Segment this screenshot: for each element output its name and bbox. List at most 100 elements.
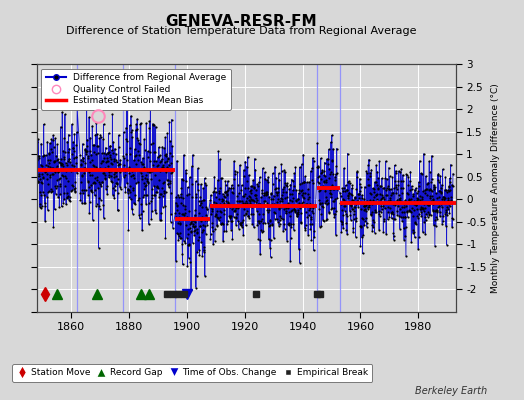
Point	[390, 162, 399, 169]
Point	[384, 208, 392, 215]
Point	[267, 190, 276, 196]
Point	[356, 223, 364, 230]
Point	[416, 170, 424, 177]
Point	[144, 180, 152, 186]
Point	[177, 194, 185, 200]
Point	[229, 204, 237, 210]
Point	[99, 202, 107, 208]
Point	[231, 168, 239, 174]
Point	[403, 214, 412, 220]
Point	[386, 197, 395, 204]
Point	[138, 176, 147, 182]
Point	[174, 192, 182, 198]
Point	[131, 201, 139, 208]
Point	[342, 186, 351, 193]
Point	[315, 224, 324, 230]
Point	[324, 156, 332, 162]
Point	[233, 193, 242, 200]
Point	[233, 198, 241, 204]
Point	[342, 220, 351, 226]
Point	[35, 171, 43, 178]
Point	[95, 135, 104, 142]
Point	[172, 230, 181, 237]
Point	[126, 145, 134, 151]
Point	[277, 203, 285, 210]
Point	[251, 191, 259, 198]
Point	[424, 202, 433, 209]
Point	[423, 200, 431, 207]
Point	[159, 162, 167, 168]
Point	[187, 287, 195, 293]
Point	[261, 198, 269, 204]
Point	[277, 168, 286, 174]
Point	[201, 180, 209, 186]
Point	[64, 196, 73, 203]
Point	[383, 176, 391, 182]
Point	[57, 160, 65, 166]
Point	[323, 161, 332, 167]
Point	[83, 148, 91, 154]
Point	[138, 207, 147, 214]
Point	[301, 225, 309, 231]
Point	[310, 157, 318, 164]
Point	[323, 201, 331, 208]
Point	[183, 192, 191, 198]
Point	[427, 212, 435, 218]
Point	[381, 200, 389, 206]
Point	[283, 202, 292, 208]
Point	[258, 203, 267, 210]
Point	[272, 192, 281, 198]
Point	[439, 166, 447, 172]
Point	[345, 208, 354, 214]
Point	[71, 185, 80, 191]
Point	[46, 171, 54, 178]
Point	[374, 184, 382, 191]
Point	[294, 196, 302, 202]
Point	[127, 172, 136, 179]
Point	[149, 122, 158, 128]
Point	[300, 179, 308, 186]
Point	[67, 166, 75, 172]
Point	[157, 158, 165, 164]
Point	[313, 179, 322, 185]
Point	[44, 188, 52, 195]
Point	[61, 182, 69, 189]
Point	[120, 155, 128, 162]
Point	[386, 195, 395, 202]
Point	[36, 204, 44, 210]
Point	[70, 178, 79, 185]
Point	[33, 157, 41, 163]
Point	[441, 199, 449, 206]
Point	[133, 126, 141, 132]
Point	[190, 217, 198, 223]
Point	[105, 171, 114, 178]
Point	[71, 166, 80, 172]
Point	[269, 181, 277, 188]
Point	[355, 188, 364, 194]
Point	[66, 159, 74, 165]
Point	[341, 208, 349, 214]
Point	[166, 178, 174, 184]
Point	[378, 193, 387, 200]
Point	[164, 181, 172, 188]
Point	[433, 216, 442, 222]
Point	[430, 208, 439, 215]
Point	[310, 228, 318, 234]
Point	[66, 166, 74, 172]
Point	[62, 175, 70, 182]
Point	[353, 169, 361, 176]
Point	[275, 206, 283, 212]
Point	[124, 190, 132, 196]
Point	[438, 220, 446, 227]
Point	[263, 200, 271, 206]
Point	[253, 222, 261, 228]
Point	[150, 192, 159, 198]
Point	[192, 273, 201, 280]
Point	[259, 211, 268, 217]
Point	[390, 185, 398, 191]
Point	[69, 186, 78, 192]
Point	[165, 119, 173, 126]
Point	[228, 206, 236, 212]
Point	[130, 153, 139, 160]
Point	[142, 201, 150, 207]
